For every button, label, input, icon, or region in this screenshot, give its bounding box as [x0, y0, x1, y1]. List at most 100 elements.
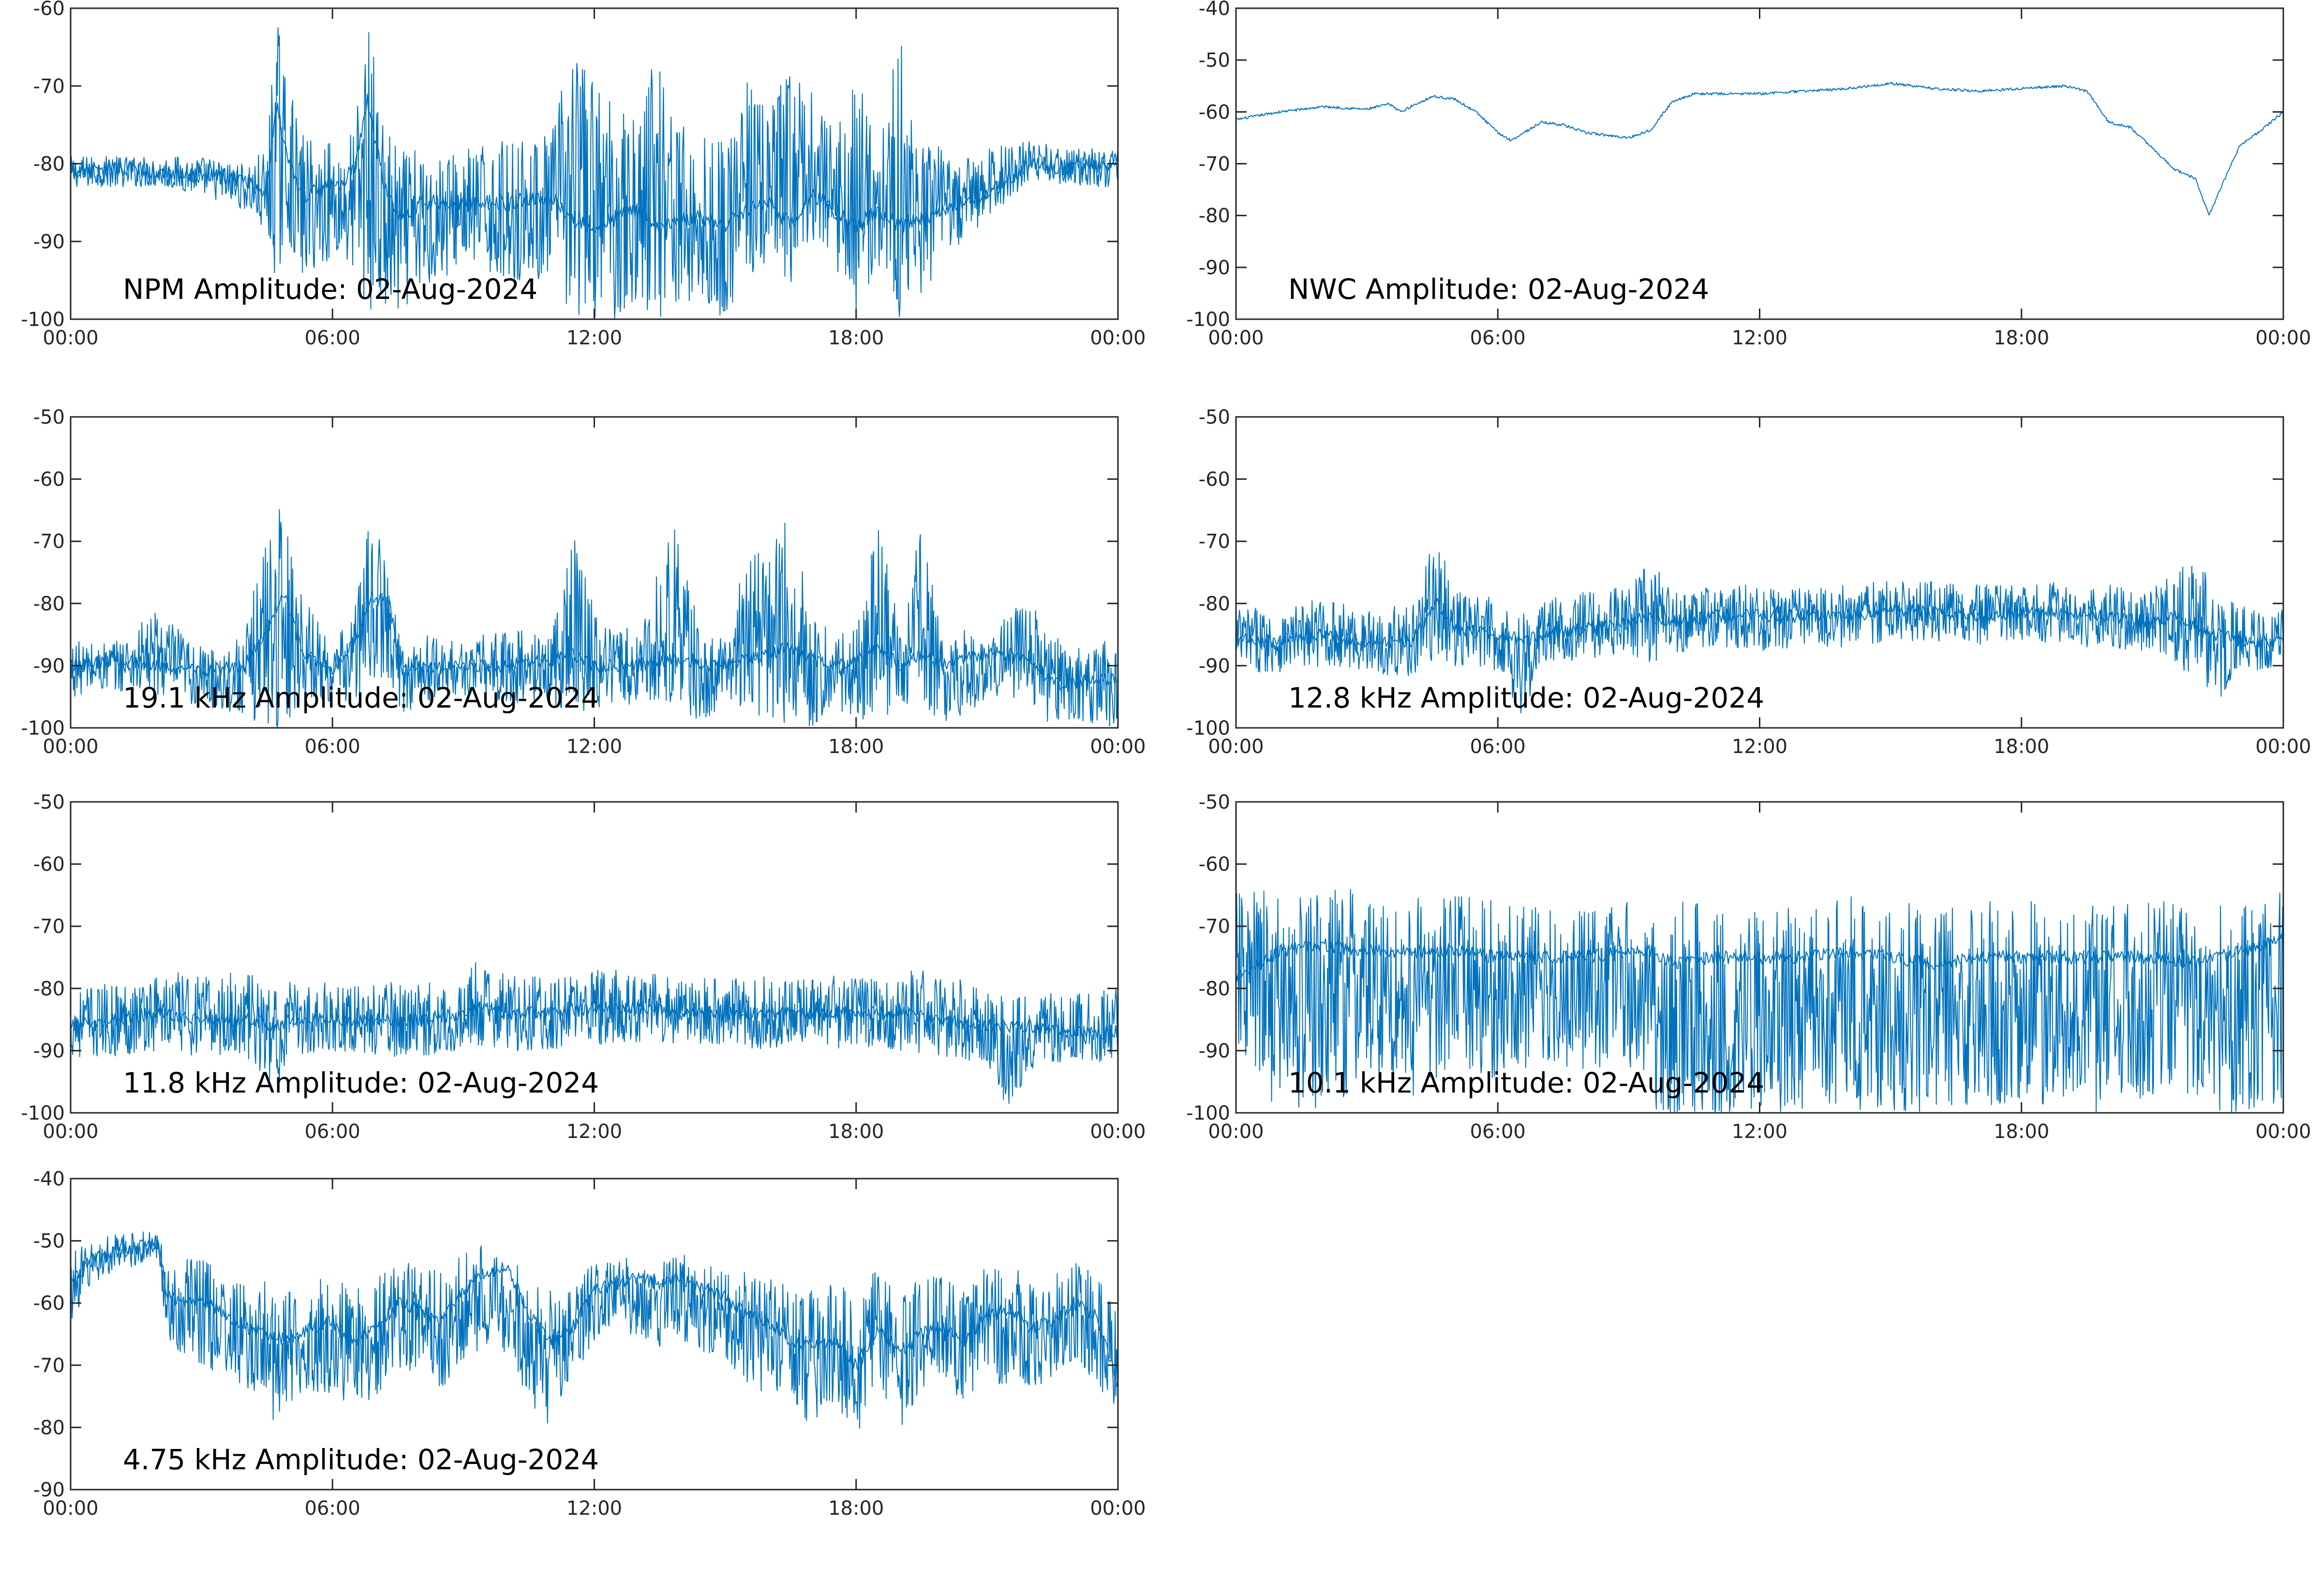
panel-4-75-khz-title: 4.75 kHz Amplitude: 02-Aug-2024: [123, 1443, 599, 1476]
panel-nwc-x-tick-label: 06:00: [1470, 327, 1526, 349]
panel-nwc-x-tick-label: 12:00: [1732, 327, 1787, 349]
panel-npm-x-tick-label: 00:00: [43, 327, 98, 349]
panel-19-1-khz-y-tick-label: -80: [33, 593, 65, 615]
panel-12-8-khz-x-tick-label: 18:00: [1994, 736, 2049, 758]
panel-11-8-khz-x-tick-label: 12:00: [566, 1121, 622, 1143]
panel-11-8-khz-y-tick-label: -60: [33, 854, 65, 876]
panel-nwc-y-tick-label: -100: [1186, 309, 1230, 331]
panel-11-8-khz-x-tick-label: 06:00: [305, 1121, 360, 1143]
panel-10-1-khz-x-tick-label: 00:00: [1208, 1121, 1264, 1143]
panel-11-8-khz: -100 -90 -80 -70 -60 -50 00:00 06:00 12:00 18:00 0…: [21, 791, 1146, 1143]
panel-10-1-khz-y-tick-label: -50: [1199, 791, 1230, 813]
panel-nwc-y-tick-label: -70: [1199, 153, 1230, 176]
panel-4-75-khz-x-tick-label: 12:00: [566, 1497, 622, 1520]
panel-4-75-khz-x-tick-label: 00:00: [43, 1497, 98, 1520]
panel-4-75-khz-y-tick-label: -40: [33, 1168, 65, 1190]
panel-4-75-khz-y-tick-label: -50: [33, 1230, 65, 1253]
panel-11-8-khz-y-tick-label: -70: [33, 916, 65, 938]
panel-10-1-khz-y-tick-label: -70: [1199, 916, 1230, 938]
panel-10-1-khz-title: 10.1 kHz Amplitude: 02-Aug-2024: [1288, 1066, 1764, 1099]
panel-19-1-khz-y-tick-label: -100: [21, 717, 65, 739]
panel-nwc-series-line: [1236, 82, 2283, 216]
panel-nwc-x-tick-label: 00:00: [1208, 327, 1264, 349]
panel-10-1-khz-x-tick-label: 12:00: [1732, 1121, 1787, 1143]
panel-nwc-x-tick-label: 18:00: [1994, 327, 2049, 349]
panel-19-1-khz-title: 19.1 kHz Amplitude: 02-Aug-2024: [123, 681, 599, 714]
panel-12-8-khz: -100 -90 -80 -70 -60 -50 00:00 06:00 12:00 18:00 0…: [1186, 406, 2311, 758]
panel-19-1-khz-y-tick-label: -50: [33, 406, 65, 429]
panel-12-8-khz-series-line: [1236, 598, 2283, 648]
panel-12-8-khz-x-tick-label: 12:00: [1732, 736, 1787, 758]
panel-4-75-khz-y-tick-label: -80: [33, 1417, 65, 1439]
panel-npm-x-tick-label: 06:00: [305, 327, 360, 349]
panel-4-75-khz-series-trace: [71, 1231, 1118, 1429]
panel-11-8-khz-series-line: [71, 1000, 1118, 1039]
panel-10-1-khz-x-tick-label: 18:00: [1994, 1121, 2049, 1143]
panel-nwc-y-tick-label: -40: [1199, 0, 1230, 20]
panel-10-1-khz-y-tick-label: -100: [1186, 1102, 1230, 1124]
panel-4-75-khz-y-tick-label: -90: [33, 1479, 65, 1501]
panel-npm-x-tick-label: 12:00: [566, 327, 622, 349]
panel-19-1-khz-x-tick-label: 12:00: [566, 736, 622, 758]
panel-12-8-khz-x-tick-label: 00:00: [1208, 736, 1264, 758]
panel-4-75-khz-series-line: [71, 1238, 1118, 1387]
panel-10-1-khz-series-trace: [1236, 889, 2283, 1113]
panel-nwc: -100 -90 -80 -70 -60 -50 -40 00:00 06:00 12:00 18:…: [1186, 0, 2311, 349]
panel-10-1-khz-y-tick-label: -90: [1199, 1040, 1230, 1062]
panel-4-75-khz-x-tick-label: 06:00: [305, 1497, 360, 1520]
panel-4-75-khz-x-tick-label: 00:00: [1090, 1497, 1146, 1520]
panel-12-8-khz-y-tick-label: -50: [1199, 406, 1230, 429]
panel-11-8-khz-x-tick-label: 00:00: [43, 1121, 98, 1143]
panel-nwc-title: NWC Amplitude: 02-Aug-2024: [1288, 273, 1709, 306]
panel-nwc-y-tick-label: -50: [1199, 49, 1230, 72]
panel-11-8-khz-y-tick-label: -50: [33, 791, 65, 813]
panel-11-8-khz-x-tick-label: 18:00: [828, 1121, 884, 1143]
panel-19-1-khz-x-tick-label: 00:00: [43, 736, 98, 758]
panel-19-1-khz-x-tick-label: 06:00: [305, 736, 360, 758]
panel-npm-x-tick-label: 18:00: [828, 327, 884, 349]
panel-npm-title: NPM Amplitude: 02-Aug-2024: [123, 273, 537, 306]
panel-12-8-khz-x-tick-label: 06:00: [1470, 736, 1526, 758]
panel-11-8-khz-x-tick-label: 00:00: [1090, 1121, 1146, 1143]
panel-12-8-khz-y-tick-label: -70: [1199, 531, 1230, 553]
panel-11-8-khz-y-tick-label: -90: [33, 1040, 65, 1062]
panel-11-8-khz-series-trace: [71, 962, 1118, 1104]
panel-19-1-khz-x-tick-label: 00:00: [1090, 736, 1146, 758]
panel-10-1-khz: -100 -90 -80 -70 -60 -50 00:00 06:00 12:00 18:00 0…: [1186, 791, 2311, 1143]
panel-10-1-khz-x-tick-label: 00:00: [2255, 1121, 2311, 1143]
panel-11-8-khz-y-tick-label: -80: [33, 978, 65, 1000]
panel-11-8-khz-title: 11.8 kHz Amplitude: 02-Aug-2024: [123, 1066, 599, 1099]
panel-npm-x-tick-label: 00:00: [1090, 327, 1146, 349]
panel-npm-y-tick-label: -90: [33, 231, 65, 253]
panel-12-8-khz-y-tick-label: -80: [1199, 593, 1230, 615]
panel-11-8-khz-y-tick-label: -100: [21, 1102, 65, 1124]
panel-npm-y-tick-label: -100: [21, 309, 65, 331]
panel-19-1-khz-series-line: [71, 591, 1118, 692]
panel-19-1-khz-y-tick-label: -60: [33, 469, 65, 491]
panel-npm-y-tick-label: -80: [33, 153, 65, 176]
panel-12-8-khz-y-tick-label: -60: [1199, 469, 1230, 491]
panel-4-75-khz: -90 -80 -70 -60 -50 -40 00:00 06:00 12:00 18:00 00…: [33, 1168, 1146, 1520]
panel-12-8-khz-y-tick-label: -100: [1186, 717, 1230, 739]
panel-19-1-khz-y-tick-label: -70: [33, 531, 65, 553]
panel-4-75-khz-y-tick-label: -60: [33, 1292, 65, 1315]
panel-4-75-khz-y-tick-label: -70: [33, 1355, 65, 1377]
panel-nwc-x-tick-label: 00:00: [2255, 327, 2311, 349]
panel-npm-series-trace: [71, 27, 1118, 319]
panel-nwc-y-tick-label: -60: [1199, 101, 1230, 123]
panel-12-8-khz-y-tick-label: -90: [1199, 655, 1230, 677]
panel-npm-series-line: [71, 93, 1118, 235]
panel-nwc-y-tick-label: -80: [1199, 205, 1230, 227]
panel-12-8-khz-x-tick-label: 00:00: [2255, 736, 2311, 758]
panel-19-1-khz-y-tick-label: -90: [33, 655, 65, 677]
panel-10-1-khz-y-tick-label: -60: [1199, 854, 1230, 876]
panel-19-1-khz: -100 -90 -80 -70 -60 -50 00:00 06:00 12:00 18:00 0…: [21, 406, 1146, 758]
panel-npm-y-tick-label: -70: [33, 75, 65, 98]
panel-10-1-khz-series-line: [1236, 930, 2283, 981]
panel-10-1-khz-y-tick-label: -80: [1199, 978, 1230, 1000]
panel-19-1-khz-x-tick-label: 18:00: [828, 736, 884, 758]
panel-4-75-khz-x-tick-label: 18:00: [828, 1497, 884, 1520]
panel-npm-y-tick-label: -60: [33, 0, 65, 20]
panel-nwc-y-tick-label: -90: [1199, 257, 1230, 279]
